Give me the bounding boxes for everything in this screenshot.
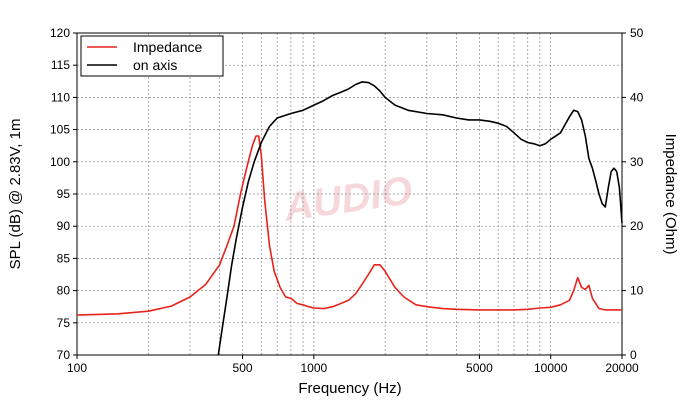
y-right-tick-label: 20: [630, 219, 644, 233]
y-axis-left-ticks: 70 75 80 85 90 95 100 105 110 115 120: [50, 26, 77, 362]
y-left-tick-label: 70: [57, 348, 71, 362]
y-left-tick-label: 85: [57, 251, 71, 265]
series-layer: [76, 81, 623, 356]
x-tick-label: 5000: [466, 361, 493, 375]
watermark-text: AUDIO: [280, 168, 415, 230]
y-left-tick-label: 100: [50, 155, 70, 169]
x-tick-label: 20000: [605, 361, 639, 375]
y-right-tick-label: 10: [630, 284, 644, 298]
x-axis-ticks: 100 500 1000 5000 10000 20000: [67, 355, 639, 375]
y-left-tick-label: 75: [57, 316, 71, 330]
y-right-tick-label: 40: [630, 90, 644, 104]
series-line-impedance: [76, 135, 622, 316]
y-left-tick-label: 80: [57, 284, 71, 298]
x-tick-label: 10000: [534, 361, 568, 375]
y-right-tick-label: 30: [630, 155, 644, 169]
y-right-tick-label: 50: [630, 26, 644, 40]
y-left-tick-label: 95: [57, 187, 71, 201]
y-left-tick-label: 90: [57, 219, 71, 233]
series-line-on-axis: [217, 81, 623, 356]
y-left-tick-label: 115: [51, 58, 70, 72]
y-axis-right-ticks: 0 10 20 30 40 50: [622, 26, 644, 362]
grid-lines: [77, 33, 622, 355]
y-axis-right-title: Impedance (Ohm): [662, 134, 679, 255]
legend-box: [80, 35, 224, 77]
legend-label-on-axis: on axis: [133, 57, 177, 73]
x-tick-label: 500: [233, 361, 253, 375]
x-tick-label: 1000: [300, 361, 327, 375]
x-tick-label: 100: [67, 361, 87, 375]
y-left-tick-label: 110: [51, 90, 70, 104]
y-axis-left-title: SPL (dB) @ 2.83V, 1m: [7, 119, 24, 270]
y-left-tick-label: 120: [50, 26, 70, 40]
x-axis-title: Frequency (Hz): [298, 380, 401, 397]
watermark-logo: AUDIO: [280, 168, 415, 230]
legend: Impedance on axis: [80, 35, 224, 77]
legend-label-impedance: Impedance: [133, 39, 202, 55]
y-right-tick-label: 0: [630, 348, 637, 362]
y-left-tick-label: 105: [50, 123, 70, 137]
